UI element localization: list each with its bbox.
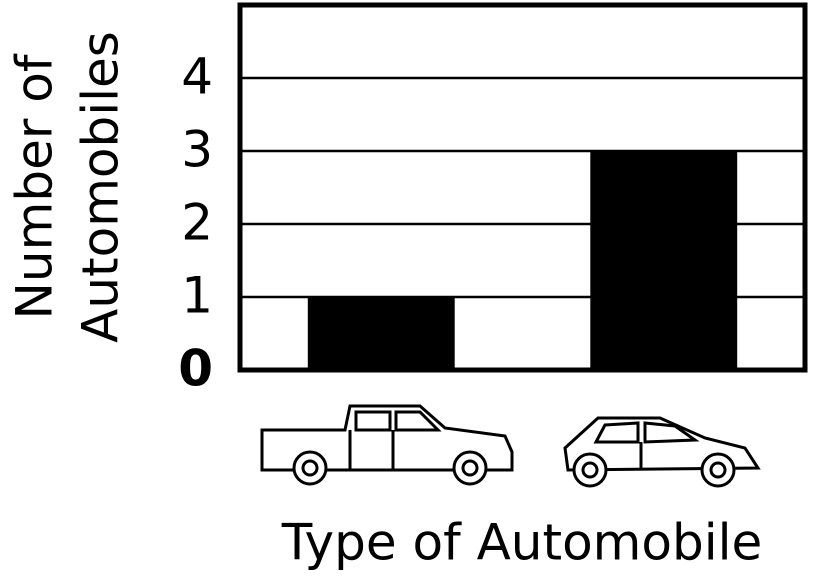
y-tick-label: 2	[181, 194, 213, 252]
y-tick-label: 4	[181, 48, 213, 106]
y-axis-label: Automobiles	[72, 31, 130, 343]
truck-icon	[262, 406, 512, 484]
chart: Number of Automobiles Type of Automobile…	[0, 0, 817, 582]
y-tick-label: 0	[178, 340, 213, 398]
bar	[590, 151, 737, 370]
y-tick-label: 3	[181, 121, 213, 179]
x-axis-label: Type of Automobile	[281, 514, 763, 572]
car-icon	[565, 418, 758, 486]
y-tick-label: 1	[181, 267, 213, 325]
bar	[308, 297, 455, 370]
y-axis-label: Number of	[6, 53, 64, 319]
